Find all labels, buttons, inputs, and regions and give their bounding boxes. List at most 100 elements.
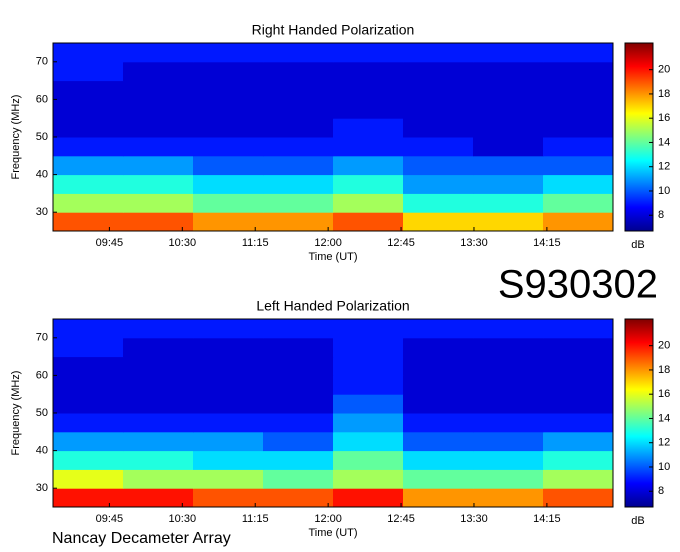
heat-cell xyxy=(333,155,404,176)
x-tick-label: 11:15 xyxy=(242,513,269,525)
heat-cell xyxy=(473,375,544,395)
x-tick-label: 13:30 xyxy=(460,513,488,525)
heat-cell xyxy=(53,43,124,63)
heat-cell xyxy=(263,375,334,395)
heat-cell xyxy=(123,375,194,395)
heat-cell xyxy=(473,80,544,100)
heat-cell xyxy=(263,43,334,63)
x-tick-label: 12:00 xyxy=(314,513,342,525)
x-tick-label: 12:45 xyxy=(387,513,415,525)
heat-cell xyxy=(193,212,264,232)
heat-cell xyxy=(123,413,194,433)
x-tick-label: 09:45 xyxy=(96,237,124,249)
heat-cell xyxy=(53,193,124,213)
heat-cell xyxy=(333,43,404,63)
heat-cell xyxy=(123,319,194,339)
heat-cell xyxy=(403,394,474,414)
y-axis-label: Frequency (MHz) xyxy=(10,95,22,180)
heat-cell xyxy=(193,375,264,395)
heat-cell xyxy=(123,137,194,157)
heat-cell xyxy=(473,450,544,470)
heat-cell xyxy=(403,319,474,339)
colorbar-tick-label: 18 xyxy=(658,364,670,376)
colorbar-tick-label: 10 xyxy=(658,461,670,473)
heat-cell xyxy=(123,469,194,489)
heat-cell xyxy=(403,99,474,119)
heat-cell xyxy=(333,319,404,339)
panel-title: Right Handed Polarization xyxy=(252,22,415,38)
heat-cell xyxy=(263,193,334,213)
heat-cell xyxy=(473,43,544,63)
heat-cell xyxy=(543,212,614,232)
heat-cell xyxy=(333,174,404,194)
heat-cell xyxy=(193,488,264,508)
heat-cell xyxy=(333,118,404,138)
heat-cell xyxy=(53,118,124,138)
x-tick-label: 14:15 xyxy=(533,513,561,525)
colorbar-tick-label: 14 xyxy=(658,412,670,424)
heat-cell xyxy=(403,137,474,157)
heat-cell xyxy=(473,193,544,213)
heat-cell xyxy=(473,469,544,489)
heat-cell xyxy=(403,193,474,213)
colorbar-label: dB xyxy=(631,515,644,527)
heat-cell xyxy=(333,375,404,395)
heat-cell xyxy=(473,488,544,508)
heat-cell xyxy=(333,469,404,489)
heat-cell xyxy=(333,431,404,452)
heat-cell xyxy=(193,319,264,339)
heat-cell xyxy=(263,99,334,119)
heat-cell xyxy=(123,394,194,414)
heat-cell xyxy=(53,375,124,395)
heat-cell xyxy=(123,174,194,194)
heat-cell xyxy=(403,174,474,194)
heat-cell xyxy=(53,431,124,452)
heat-cell xyxy=(473,337,544,358)
heat-cell xyxy=(193,193,264,213)
heat-cell xyxy=(543,375,614,395)
heat-cell xyxy=(193,61,264,82)
heat-cell xyxy=(403,337,474,358)
heat-cell xyxy=(263,319,334,339)
heat-cell xyxy=(53,469,124,489)
heat-cell xyxy=(53,394,124,414)
heat-cell xyxy=(123,80,194,100)
heat-cell xyxy=(473,431,544,452)
colorbar-tick-label: 16 xyxy=(658,388,670,400)
heat-cell xyxy=(263,155,334,176)
heat-cell xyxy=(473,155,544,176)
heat-cell xyxy=(193,80,264,100)
heat-cell xyxy=(193,118,264,138)
heat-cell xyxy=(263,137,334,157)
x-tick-label: 11:15 xyxy=(242,237,269,249)
y-tick-label: 70 xyxy=(36,56,48,68)
x-tick-label: 12:00 xyxy=(314,237,342,249)
heat-cell xyxy=(543,137,614,157)
colorbar-tick-label: 12 xyxy=(658,161,670,173)
heat-cell xyxy=(403,80,474,100)
heat-cell xyxy=(473,137,544,157)
heat-cell xyxy=(543,319,614,339)
heat-cell xyxy=(193,337,264,358)
heat-cell xyxy=(473,61,544,82)
heat-cell xyxy=(53,413,124,433)
heat-cell xyxy=(123,43,194,63)
heat-cell xyxy=(123,337,194,358)
heat-cell xyxy=(333,212,404,232)
heat-cell xyxy=(333,450,404,470)
heat-cell xyxy=(123,193,194,213)
x-axis-label: Time (UT) xyxy=(308,251,357,263)
heat-cell xyxy=(263,431,334,452)
heat-cell xyxy=(403,469,474,489)
heat-cell xyxy=(403,450,474,470)
heat-cell xyxy=(53,450,124,470)
colorbar-tick-label: 20 xyxy=(658,64,670,76)
heat-cell xyxy=(53,61,124,82)
y-tick-label: 60 xyxy=(36,93,48,105)
colorbar xyxy=(624,42,654,232)
heat-cell xyxy=(473,99,544,119)
heat-cell xyxy=(403,375,474,395)
heat-cell xyxy=(403,356,474,376)
heat-cell xyxy=(543,193,614,213)
